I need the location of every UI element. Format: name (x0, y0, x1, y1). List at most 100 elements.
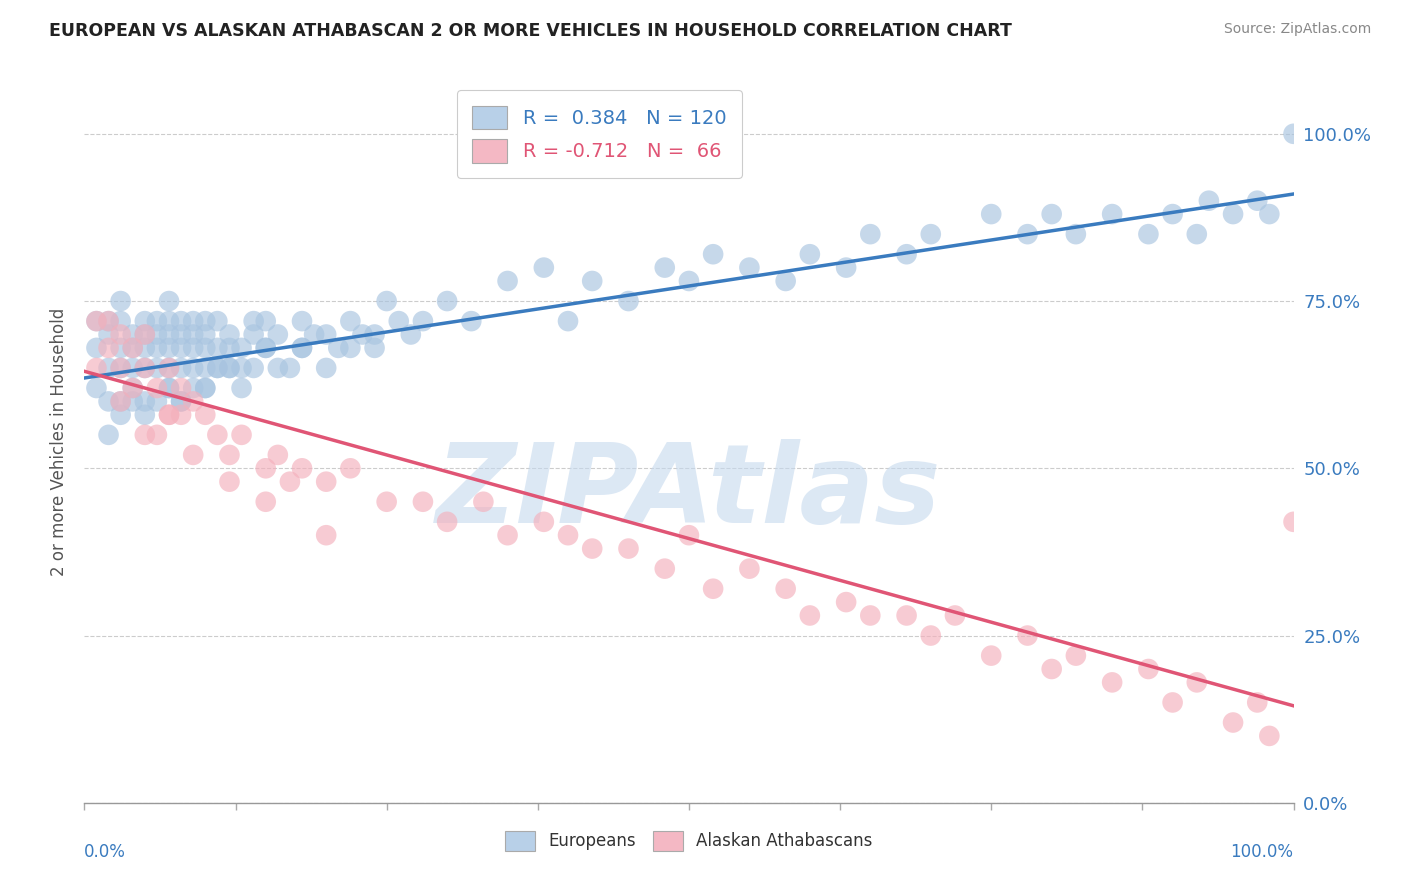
Text: ZIPAtlas: ZIPAtlas (436, 439, 942, 546)
Point (134, 327, 156, 342)
Point (315, 361, 337, 376)
Point (86, 314, 108, 328)
Point (557, 528, 579, 542)
Point (1137, 227, 1160, 242)
Point (436, 515, 458, 529)
Point (207, 314, 229, 328)
Point (339, 461, 361, 475)
Y-axis label: 2 or more Vehicles in Household: 2 or more Vehicles in Household (49, 308, 67, 575)
Point (412, 494, 434, 508)
Point (254, 341, 277, 355)
Point (943, 608, 966, 623)
Point (218, 475, 240, 489)
Point (170, 314, 193, 328)
Point (170, 381, 193, 395)
Point (581, 541, 603, 556)
Point (121, 341, 143, 355)
Point (339, 314, 361, 328)
Point (1161, 207, 1184, 221)
Point (254, 494, 277, 508)
Point (472, 494, 495, 508)
Point (980, 207, 1002, 221)
Point (157, 408, 180, 422)
Point (291, 461, 314, 475)
Text: EUROPEAN VS ALASKAN ATHABASCAN 2 OR MORE VEHICLES IN HOUSEHOLD CORRELATION CHART: EUROPEAN VS ALASKAN ATHABASCAN 2 OR MORE… (49, 22, 1012, 40)
Point (146, 381, 169, 395)
Point (121, 381, 143, 395)
Point (557, 314, 579, 328)
Point (1137, 662, 1160, 676)
Point (375, 494, 398, 508)
Point (110, 341, 132, 355)
Point (110, 361, 132, 376)
Point (242, 314, 264, 328)
Point (267, 448, 290, 462)
Point (86, 381, 108, 395)
Point (181, 361, 204, 376)
Point (157, 327, 180, 342)
Point (157, 381, 180, 395)
Point (157, 361, 180, 376)
Point (1017, 227, 1039, 242)
Point (352, 327, 374, 342)
Point (533, 260, 555, 275)
Point (170, 341, 193, 355)
Point (170, 394, 193, 409)
Point (267, 327, 290, 342)
Point (194, 361, 217, 376)
Point (678, 528, 700, 542)
Point (1198, 194, 1220, 208)
Point (399, 327, 422, 342)
Point (267, 361, 290, 376)
Point (134, 361, 156, 376)
Point (97, 314, 120, 328)
Point (775, 274, 797, 288)
Point (157, 381, 180, 395)
Point (86, 361, 108, 376)
Point (146, 341, 169, 355)
Point (920, 628, 942, 642)
Point (581, 274, 603, 288)
Point (97, 341, 120, 355)
Point (134, 314, 156, 328)
Point (1161, 696, 1184, 710)
Point (1064, 227, 1087, 242)
Point (1185, 675, 1208, 690)
Point (157, 314, 180, 328)
Point (254, 314, 277, 328)
Point (291, 314, 314, 328)
Point (170, 327, 193, 342)
Point (533, 515, 555, 529)
Legend: Europeans, Alaskan Athabascans: Europeans, Alaskan Athabascans (496, 822, 882, 860)
Point (181, 394, 204, 409)
Point (1222, 715, 1244, 730)
Point (1101, 675, 1123, 690)
Point (339, 341, 361, 355)
Point (617, 294, 640, 309)
Point (146, 427, 169, 442)
Point (678, 274, 700, 288)
Point (157, 361, 180, 376)
Point (859, 608, 882, 623)
Point (278, 475, 301, 489)
Point (134, 341, 156, 355)
Point (121, 381, 143, 395)
Point (194, 408, 217, 422)
Point (315, 327, 337, 342)
Point (254, 341, 277, 355)
Point (775, 582, 797, 596)
Point (97, 394, 120, 409)
Point (110, 294, 132, 309)
Point (97, 314, 120, 328)
Point (1282, 515, 1305, 529)
Point (738, 562, 761, 576)
Point (315, 475, 337, 489)
Point (1258, 729, 1281, 743)
Point (207, 341, 229, 355)
Point (1258, 207, 1281, 221)
Point (218, 341, 240, 355)
Point (207, 427, 229, 442)
Point (278, 361, 301, 376)
Point (702, 582, 724, 596)
Point (194, 314, 217, 328)
